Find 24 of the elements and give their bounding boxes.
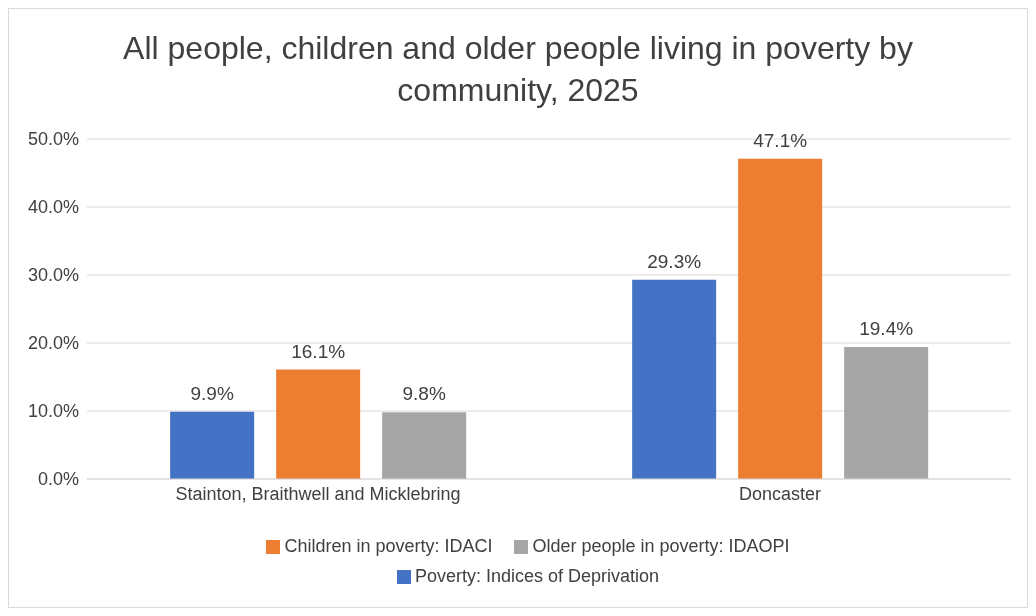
bar — [170, 411, 255, 479]
data-label: 29.3% — [647, 250, 702, 272]
data-label: 9.8% — [402, 383, 446, 405]
data-label: 47.1% — [753, 129, 808, 151]
y-tick-label: 40.0% — [27, 197, 79, 218]
y-tick-label: 30.0% — [27, 265, 79, 286]
data-label: 19.4% — [859, 318, 914, 340]
data-label: 16.1% — [291, 340, 346, 362]
x-tick-label: Stainton, Braithwell and Micklebring — [175, 483, 461, 504]
bar — [382, 412, 467, 479]
bar — [844, 347, 929, 479]
legend-label: Children in poverty: IDACI — [284, 536, 493, 556]
chart-title: All people, children and older people living in poverty by community, 2025 — [122, 29, 914, 110]
bar — [276, 369, 361, 479]
legend-label: Poverty: Indices of Deprivation — [414, 566, 660, 586]
y-tick-label: 10.0% — [27, 401, 79, 422]
x-tick-label: Doncaster — [738, 483, 822, 504]
y-tick-label: 50.0% — [27, 129, 79, 150]
bar — [738, 158, 823, 479]
data-label: 9.9% — [190, 382, 234, 404]
bar — [632, 279, 717, 479]
y-tick-label: 20.0% — [27, 333, 79, 354]
legend-label: Older people in poverty: IDAOPI — [532, 536, 790, 556]
y-tick-label: 0.0% — [37, 469, 79, 490]
